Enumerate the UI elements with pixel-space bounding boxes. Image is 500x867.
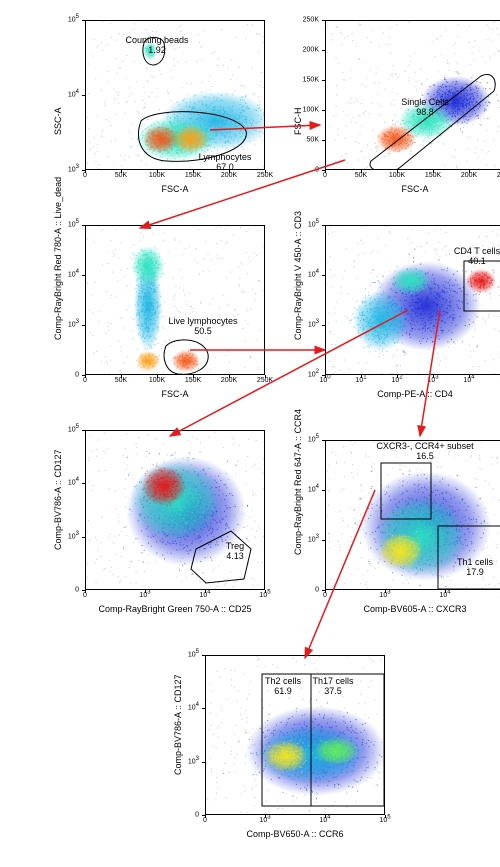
x-tick-label: 50K xyxy=(115,377,127,384)
density-plot xyxy=(326,21,500,170)
x-tick-label: 0 xyxy=(83,172,87,179)
y-tick-label: 104 xyxy=(188,705,199,712)
x-tick-label: 200K xyxy=(221,172,237,179)
y-tick-label: 0 xyxy=(315,167,319,174)
y-axis-label: FSC-H xyxy=(293,108,303,136)
plot-frame xyxy=(85,225,265,375)
gate-label: Th2 cells61.9 xyxy=(265,677,301,697)
x-tick-label: 50K xyxy=(115,172,127,179)
y-axis-label: Comp-BV786-A :: CD127 xyxy=(173,674,183,775)
y-tick-label: 103 xyxy=(68,533,79,540)
flow-panel-p1: Counting beads1.92Lymphocytes67.0FSC-ASS… xyxy=(30,10,240,190)
x-tick-label: 150K xyxy=(185,377,201,384)
x-tick-label: 200K xyxy=(221,377,237,384)
x-tick-label: 150K xyxy=(425,172,441,179)
density-plot xyxy=(86,226,265,375)
x-tick-label: 0 xyxy=(83,592,87,599)
plot-frame xyxy=(85,430,265,590)
x-tick-label: 103 xyxy=(259,817,270,824)
x-axis-label: Comp-BV650-A :: CCR6 xyxy=(246,829,343,839)
x-tick-label: 105 xyxy=(379,817,390,824)
y-axis-label: Comp-RayBright Red 647-A :: CCR4 xyxy=(293,409,303,555)
y-tick-label: 105 xyxy=(308,222,319,229)
x-axis-label: Comp-RayBright Green 750-A :: CD25 xyxy=(98,604,251,614)
x-tick-label: 101 xyxy=(355,377,366,384)
y-tick-label: 150K xyxy=(303,77,319,84)
x-tick-label: 100K xyxy=(389,172,405,179)
plot-frame xyxy=(325,20,500,170)
gate-label: Th1 cells17.9 xyxy=(457,558,493,578)
flow-panel-p6: CXCR3-, CCR4+ subset16.5Th1 cells17.9Com… xyxy=(270,420,480,610)
x-tick-label: 104 xyxy=(319,817,330,824)
flow-panel-p2: Single Cells98.8FSC-AFSC-H050K100K150K20… xyxy=(270,10,480,190)
y-tick-label: 102 xyxy=(308,372,319,379)
x-tick-label: 0 xyxy=(203,817,207,824)
gate-label: Single Cells98.8 xyxy=(401,98,449,118)
x-tick-label: 103 xyxy=(139,592,150,599)
x-axis-label: Comp-PE-A :: CD4 xyxy=(377,389,453,399)
y-tick-label: 104 xyxy=(308,487,319,494)
y-axis-label: Comp-RayBright V 450-A :: CD3 xyxy=(293,211,303,340)
x-axis-label: FSC-A xyxy=(162,184,189,194)
gate-label: Treg4.13 xyxy=(226,542,244,562)
y-axis-label: SSC-A xyxy=(53,107,63,135)
y-tick-label: 103 xyxy=(68,167,79,174)
y-tick-label: 105 xyxy=(68,222,79,229)
y-tick-label: 103 xyxy=(308,537,319,544)
y-tick-label: 0 xyxy=(195,812,199,819)
gate-label: Counting beads1.92 xyxy=(125,36,188,56)
x-tick-label: 0 xyxy=(83,377,87,384)
y-tick-label: 100K xyxy=(303,107,319,114)
y-axis-label: Comp-BV786-A :: CD127 xyxy=(53,449,63,550)
x-tick-label: 100 xyxy=(319,377,330,384)
x-axis-label: FSC-A xyxy=(162,389,189,399)
y-tick-label: 105 xyxy=(188,652,199,659)
y-tick-label: 105 xyxy=(68,17,79,24)
gate-label: Th17 cells37.5 xyxy=(312,677,353,697)
x-axis-label: Comp-BV605-A :: CXCR3 xyxy=(363,604,466,614)
x-tick-label: 200K xyxy=(461,172,477,179)
y-tick-label: 50K xyxy=(307,137,319,144)
y-tick-label: 250K xyxy=(303,17,319,24)
y-tick-label: 104 xyxy=(68,272,79,279)
x-tick-label: 0 xyxy=(323,592,327,599)
gate-label: CXCR3-, CCR4+ subset16.5 xyxy=(376,442,473,462)
gate-label: CD4 T cells40.1 xyxy=(454,247,500,267)
gate-label: Live lymphocytes50.5 xyxy=(168,317,237,337)
flow-panel-p5: Treg4.13Comp-RayBright Green 750-A :: CD… xyxy=(30,420,240,610)
x-tick-label: 150K xyxy=(185,172,201,179)
y-tick-label: 104 xyxy=(68,480,79,487)
gate-label: Lymphocytes67.0 xyxy=(199,153,252,173)
y-tick-label: 103 xyxy=(188,758,199,765)
y-tick-label: 0 xyxy=(315,587,319,594)
y-tick-label: 104 xyxy=(308,272,319,279)
x-tick-label: 100K xyxy=(149,172,165,179)
x-tick-label: 104 xyxy=(439,592,450,599)
y-tick-label: 103 xyxy=(68,322,79,329)
x-tick-label: 0 xyxy=(323,172,327,179)
density-plot xyxy=(86,431,265,590)
x-tick-label: 104 xyxy=(463,377,474,384)
y-tick-label: 103 xyxy=(308,322,319,329)
x-tick-label: 103 xyxy=(379,592,390,599)
flow-panel-p3: Live lymphocytes50.5FSC-AComp-RayBright … xyxy=(30,215,240,395)
flow-panel-p4: CD4 T cells40.1Comp-PE-A :: CD4Comp-RayB… xyxy=(270,215,480,395)
y-tick-label: 200K xyxy=(303,47,319,54)
y-tick-label: 0 xyxy=(75,372,79,379)
y-tick-label: 104 xyxy=(68,92,79,99)
y-tick-label: 105 xyxy=(308,437,319,444)
x-tick-label: 105 xyxy=(259,592,270,599)
x-tick-label: 100K xyxy=(149,377,165,384)
y-axis-label: Comp-RayBright Red 780-A :: Live_dead xyxy=(53,177,63,340)
x-tick-label: 104 xyxy=(199,592,210,599)
x-tick-label: 50K xyxy=(355,172,367,179)
x-tick-label: 102 xyxy=(391,377,402,384)
x-tick-label: 103 xyxy=(427,377,438,384)
flow-panel-p7: Th2 cells61.9 Th17 cells37.5 Comp-BV650-A … xyxy=(150,640,360,840)
x-axis-label: FSC-A xyxy=(402,184,429,194)
y-tick-label: 0 xyxy=(75,587,79,594)
y-tick-label: 105 xyxy=(68,427,79,434)
